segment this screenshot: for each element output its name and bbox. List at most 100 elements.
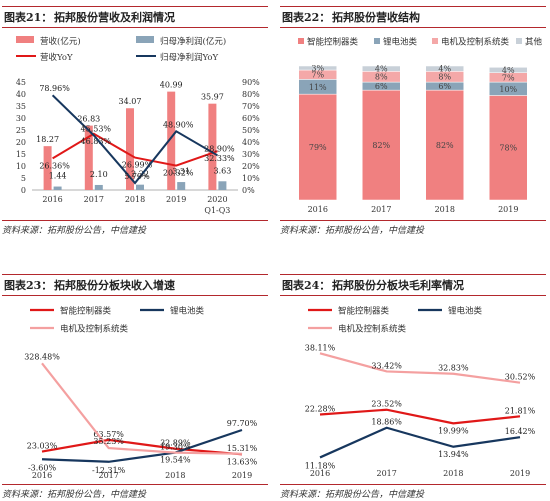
bar-net-profit — [94, 184, 103, 190]
line-data-label: 32.89% — [160, 439, 191, 448]
legend-swatch-3 — [516, 38, 522, 44]
stack-segment-3 — [425, 65, 464, 72]
bar-revenue — [84, 125, 93, 190]
line-net-profit-yoy — [51, 94, 218, 185]
line-data-label: 30.52% — [505, 373, 536, 382]
line-data-label: 13.94% — [438, 450, 469, 459]
stack-segment-0 — [362, 89, 401, 201]
line-data-label: 19.30% — [160, 443, 191, 452]
legend-label-1: 锂电池类 — [448, 306, 483, 317]
stack-segment-3 — [362, 65, 401, 72]
x-tick-label: 2016 — [308, 205, 328, 214]
bar-revenue — [43, 146, 52, 190]
line-data-label: 22.28% — [305, 405, 336, 414]
segment-data-label: 4% — [438, 65, 451, 74]
chart-panel-revenue-profit: 图表21： 拓邦股份营收及利润情况 营收(亿元) 归母净利润(亿元) 营收YoY 归母… — [2, 6, 268, 236]
chart-panel-segment-growth: 图表23： 拓邦股份分板块收入增速 智能控制器类 锂电池类 电机及控制系统类 2016… — [2, 274, 268, 501]
segment-data-label: 8% — [438, 73, 451, 82]
bar-data-label: 1.44 — [49, 172, 67, 181]
legend-label-2: 电机及控制系统类 — [338, 324, 407, 335]
bar-data-label: 3.31 — [172, 167, 190, 176]
x-tick-label: 2018 — [435, 205, 455, 214]
legend-label-2: 电机及控制系统类 — [441, 37, 510, 48]
right-tick-label: 50% — [242, 126, 260, 135]
segment-data-label: 78% — [499, 144, 517, 153]
legend-label-1: 锂电池类 — [170, 306, 205, 317]
left-tick-label: 20 — [16, 138, 26, 147]
left-tick-label: 10 — [16, 162, 26, 171]
stack-segment-0 — [425, 89, 464, 201]
line-data-label: 46.83% — [81, 137, 112, 146]
line-data-label: 328.48% — [24, 352, 60, 361]
left-tick-label: 0 — [21, 186, 26, 195]
legend-swatch-1 — [136, 36, 154, 43]
right-tick-label: 70% — [242, 102, 260, 111]
x-tick-label: 2019 — [166, 195, 186, 204]
x-tick-label: 2018 — [165, 471, 185, 480]
bar-net-profit — [177, 182, 186, 190]
x-tick-label: 2017 — [371, 205, 391, 214]
legend-swatch-0 — [298, 38, 304, 44]
stack-segment-0 — [489, 95, 528, 201]
x-tick-label: 2016 — [42, 195, 62, 204]
bar-revenue — [126, 108, 134, 190]
line-data-label: 20.32% — [163, 169, 194, 178]
legend-swatch-1 — [374, 38, 380, 44]
line-data-label: 97.70% — [227, 419, 258, 428]
bar-net-profit — [218, 181, 227, 190]
bar-data-label: 3.63 — [213, 166, 231, 175]
legend-label-2: 营收YoY — [40, 52, 73, 63]
legend-swatch-0 — [16, 36, 34, 43]
line-data-label: 15.31% — [227, 444, 258, 453]
x-tick-sublabel: Q1-Q3 — [204, 206, 230, 215]
bar-revenue — [208, 103, 217, 190]
segment-data-label: 82% — [436, 141, 454, 150]
line-data-label: 38.11% — [305, 343, 336, 352]
series-line-2 — [319, 352, 521, 384]
left-tick-label: 15 — [16, 150, 26, 159]
segment-data-label: 7% — [311, 71, 324, 80]
line-data-label: 33.42% — [371, 361, 402, 370]
line-data-label: -3.60% — [28, 463, 57, 472]
line-data-label: 23.03% — [27, 442, 58, 451]
x-tick-label: 2018 — [443, 469, 463, 478]
line-data-label: -12.31% — [92, 466, 126, 475]
series-line-1 — [41, 428, 243, 463]
segment-data-label: 79% — [309, 143, 327, 152]
x-tick-label: 2016 — [310, 469, 330, 478]
left-tick-label: 40 — [16, 90, 26, 99]
legend-label-1: 归母净利润(亿元) — [160, 36, 226, 47]
x-tick-label: 2017 — [376, 469, 396, 478]
line-data-label: 19.54% — [160, 456, 191, 465]
line-data-label: 32.33% — [204, 154, 235, 163]
line-data-label: 78.96% — [39, 84, 70, 93]
legend-label-0: 智能控制器类 — [307, 37, 359, 48]
segment-data-label: 11% — [309, 83, 327, 92]
line-data-label: 5.79% — [124, 172, 150, 181]
legend-label-1: 锂电池类 — [383, 37, 418, 48]
series-line-0 — [319, 408, 521, 425]
chart-title-bar: 图表21： 拓邦股份营收及利润情况 — [2, 6, 268, 28]
line-data-label: 19.99% — [438, 426, 469, 435]
legend-label-3: 其他 — [525, 37, 543, 48]
line-data-label: 28.90% — [204, 144, 235, 153]
legend-label-2: 电机及控制系统类 — [60, 324, 129, 335]
segment-data-label: 4% — [502, 66, 515, 75]
series-line-0 — [41, 438, 243, 456]
chart-title-bar: 图表22： 拓邦股份营收结构 — [280, 6, 546, 28]
figure-number: 图表21： — [4, 11, 53, 24]
x-tick-label: 2019 — [498, 205, 518, 214]
chart-panel-segment-margin: 图表24： 拓邦股份分板块毛利率情况 智能控制器类 锂电池类 电机及控制系统类 201… — [280, 274, 546, 501]
segment-data-label: 82% — [372, 141, 390, 150]
line-data-label: 13.63% — [227, 457, 258, 466]
x-tick-label: 2017 — [98, 471, 118, 480]
left-tick-label: 45 — [16, 78, 26, 87]
left-tick-label: 35 — [16, 102, 26, 111]
right-tick-label: 80% — [242, 90, 260, 99]
line-revenue-yoy — [52, 132, 218, 167]
bar-data-label: 35.97 — [201, 93, 224, 102]
chart-title: 拓邦股份营收及利润情况 — [54, 11, 175, 24]
segment-data-label: 10% — [499, 85, 517, 94]
